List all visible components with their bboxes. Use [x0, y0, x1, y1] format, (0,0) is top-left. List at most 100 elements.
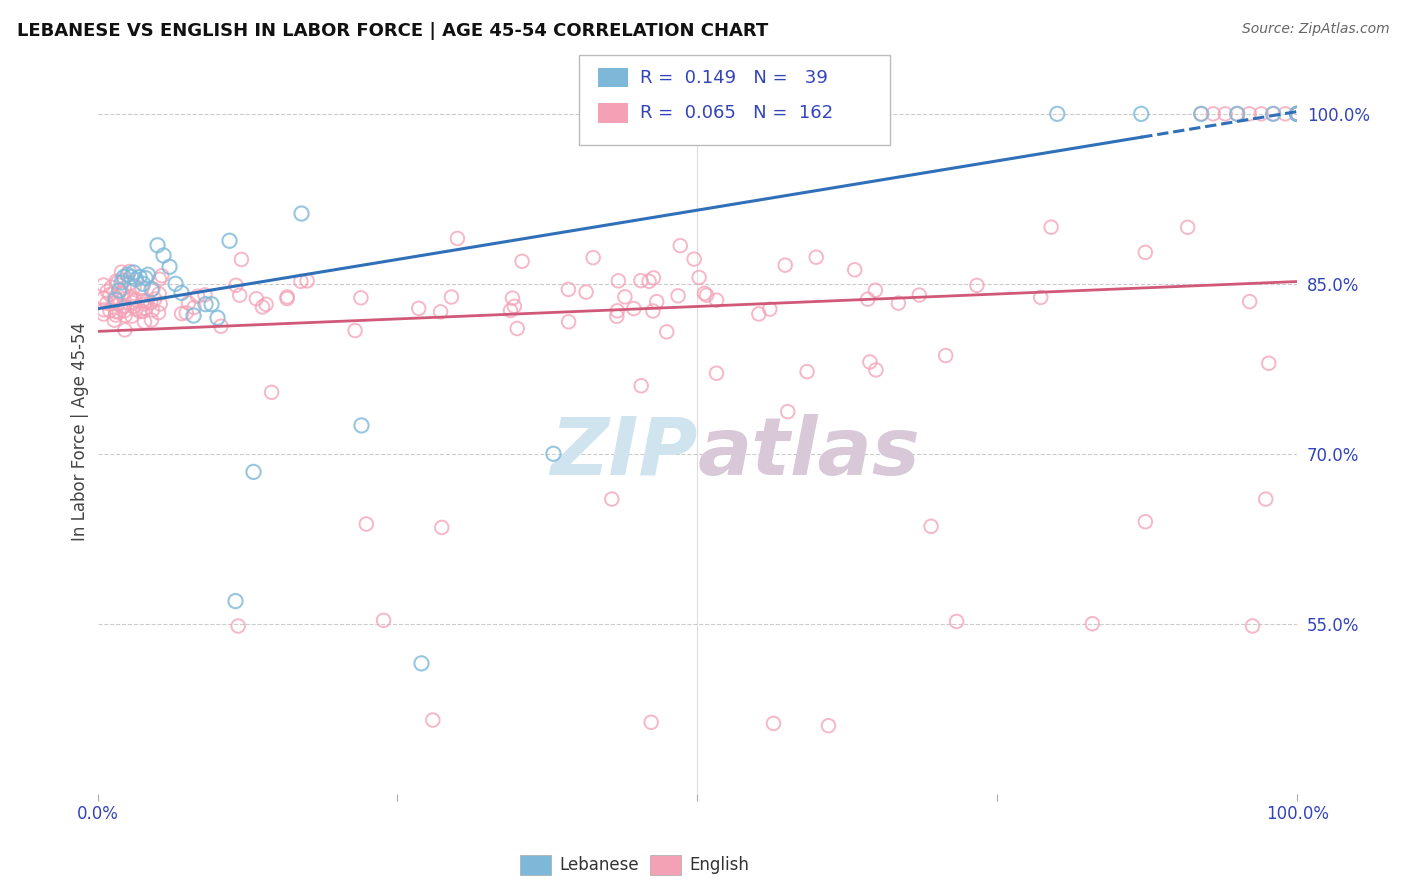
- Y-axis label: In Labor Force | Age 45-54: In Labor Force | Age 45-54: [72, 322, 89, 541]
- Point: [503, 299, 526, 313]
- Point: [125, 302, 148, 317]
- Point: [96, 285, 118, 299]
- Point: [132, 293, 155, 308]
- Point: [696, 288, 718, 302]
- Point: [510, 254, 533, 268]
- Point: [121, 309, 143, 323]
- Point: [110, 265, 132, 279]
- Point: [112, 281, 135, 295]
- Point: [440, 290, 463, 304]
- Point: [112, 270, 135, 285]
- Text: atlas: atlas: [697, 414, 920, 491]
- Point: [543, 447, 565, 461]
- Point: [582, 251, 605, 265]
- Point: [1239, 294, 1261, 309]
- Point: [935, 349, 957, 363]
- Point: [759, 302, 782, 317]
- Point: [1237, 107, 1260, 121]
- Point: [260, 385, 283, 400]
- Point: [1286, 107, 1309, 121]
- Point: [430, 520, 453, 534]
- Text: R =  0.149   N =   39: R = 0.149 N = 39: [640, 69, 828, 87]
- Point: [170, 285, 193, 300]
- Point: [111, 286, 134, 301]
- Point: [107, 297, 129, 311]
- Point: [501, 291, 523, 305]
- Point: [844, 262, 866, 277]
- Point: [108, 305, 131, 319]
- Point: [1130, 107, 1153, 121]
- Point: [887, 296, 910, 310]
- Point: [1135, 245, 1157, 260]
- Point: [112, 292, 135, 306]
- Point: [141, 303, 163, 318]
- Point: [104, 308, 127, 322]
- Point: [1286, 107, 1309, 121]
- Point: [131, 281, 153, 295]
- Point: [1226, 107, 1249, 121]
- Point: [122, 265, 145, 279]
- Point: [98, 303, 121, 318]
- Point: [148, 306, 170, 320]
- Point: [104, 290, 127, 304]
- Point: [149, 297, 172, 311]
- Point: [859, 355, 882, 369]
- Point: [408, 301, 430, 316]
- Point: [141, 313, 163, 327]
- Point: [623, 301, 645, 316]
- Point: [114, 309, 136, 323]
- Point: [411, 657, 433, 671]
- Point: [132, 304, 155, 318]
- Point: [218, 234, 240, 248]
- Point: [796, 365, 818, 379]
- Point: [350, 418, 373, 433]
- Point: [446, 231, 468, 245]
- Point: [575, 285, 598, 299]
- Point: [557, 315, 579, 329]
- Point: [920, 519, 942, 533]
- Point: [1081, 616, 1104, 631]
- Point: [100, 280, 122, 294]
- Point: [640, 715, 662, 730]
- Point: [104, 293, 127, 307]
- Point: [1286, 107, 1309, 121]
- Point: [183, 301, 205, 315]
- Text: Lebanese: Lebanese: [560, 856, 640, 874]
- Point: [1254, 492, 1277, 507]
- Point: [1189, 107, 1212, 121]
- Point: [373, 613, 395, 627]
- Point: [1286, 107, 1309, 121]
- Point: [666, 289, 689, 303]
- Point: [107, 276, 129, 290]
- Point: [135, 271, 157, 285]
- Point: [165, 277, 187, 291]
- Point: [242, 465, 264, 479]
- Point: [865, 363, 887, 377]
- Point: [134, 297, 156, 311]
- Point: [613, 290, 636, 304]
- Point: [120, 290, 142, 304]
- Point: [1226, 107, 1249, 121]
- Point: [290, 274, 312, 288]
- Point: [1286, 107, 1309, 121]
- Point: [1286, 107, 1309, 121]
- Point: [134, 301, 156, 316]
- Point: [93, 277, 115, 292]
- Point: [150, 268, 173, 283]
- Point: [1029, 290, 1052, 304]
- Point: [683, 252, 706, 266]
- Point: [120, 270, 142, 285]
- Point: [139, 295, 162, 310]
- Point: [128, 304, 150, 318]
- Point: [125, 272, 148, 286]
- Point: [688, 270, 710, 285]
- Point: [254, 297, 277, 311]
- Point: [225, 594, 247, 608]
- Point: [806, 250, 828, 264]
- Point: [122, 280, 145, 294]
- Point: [276, 290, 298, 304]
- Point: [641, 304, 664, 318]
- Point: [148, 286, 170, 301]
- Point: [183, 309, 205, 323]
- Text: LEBANESE VS ENGLISH IN LABOR FORCE | AGE 45-54 CORRELATION CHART: LEBANESE VS ENGLISH IN LABOR FORCE | AGE…: [17, 22, 768, 40]
